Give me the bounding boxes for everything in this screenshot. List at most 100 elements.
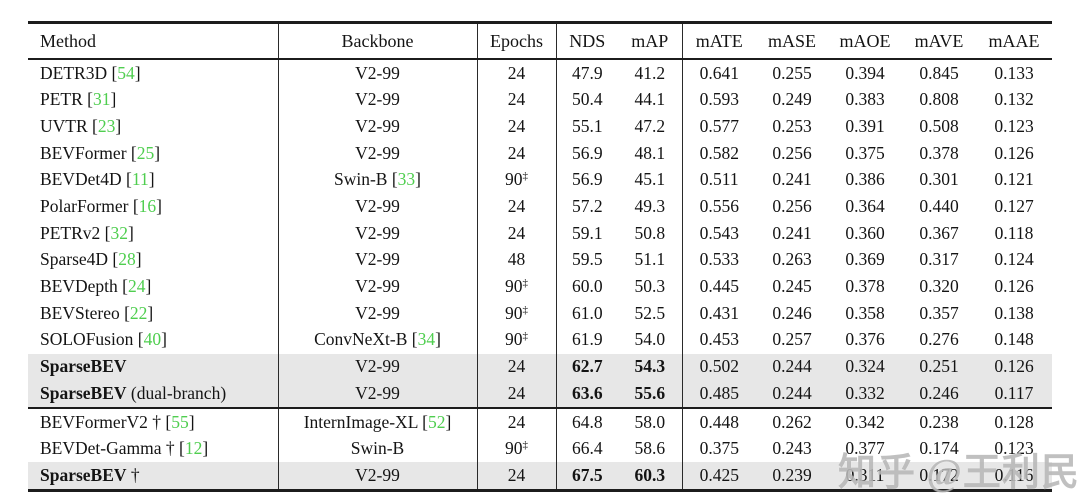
metric-cell-nds: 59.1: [571, 222, 603, 243]
epochs-cell: 24: [477, 380, 557, 408]
epochs-cell: 24: [477, 86, 557, 114]
metric-cell-mase: 0.255: [772, 62, 812, 83]
table-row: BEVFormer [25] V2-99 24 56.9 48.1 0.582 0.256 0…: [28, 140, 1052, 167]
citation-number: 31: [93, 89, 111, 110]
metric-cell-nds: 55.1: [571, 115, 603, 136]
metric-cell-maae: 0.127: [994, 196, 1034, 217]
table-row: BEVStereo [22] V2-99 90‡ 61.0 52.5 0.431 0.246…: [28, 300, 1052, 327]
metric-cell-mave: 0.808: [919, 89, 959, 110]
backbone-cell: V2-99: [278, 380, 478, 408]
metric-cell-maae: 0.126: [976, 353, 1052, 381]
citation-number: 40: [143, 329, 162, 350]
method-cell: UVTR [23]: [28, 113, 279, 141]
metric-cell-nds: 66.4: [571, 438, 603, 459]
metric-cell-map: 50.8: [618, 220, 683, 247]
metric-cell-mave: 0.246: [902, 380, 976, 408]
epochs-cell: 90‡: [477, 300, 557, 327]
metric-cell-maoe: 0.376: [845, 329, 885, 350]
metric-cell-mave: 0.174: [919, 438, 959, 459]
metric-cell-mate: 0.582: [699, 142, 739, 163]
epochs-cell: 24: [477, 462, 557, 491]
metric-cell-maoe: 0.360: [845, 222, 885, 243]
metric-cell-maae: 0.132: [994, 89, 1034, 110]
citation-number: 52: [427, 411, 446, 432]
metric-cell-nds: 60.0: [571, 276, 603, 297]
metric-cell-mave: 0.238: [902, 406, 976, 436]
metric-cell-maoe: 0.378: [845, 276, 885, 297]
method-cell: Sparse4D [28]: [28, 246, 279, 274]
method-cell: PETRv2 [32]: [28, 220, 279, 247]
metric-cell-nds: 56.9: [571, 142, 603, 163]
table-row: PETR [31] V2-99 24 50.4 44.1 0.593 0.249 0.383 0…: [28, 86, 1052, 114]
metric-cell-map: 54.0: [618, 326, 683, 354]
backbone-cell: V2-99: [278, 220, 478, 247]
metric-cell-maoe: 0.377: [845, 438, 885, 459]
epochs-cell: 24: [477, 193, 557, 221]
method-cell: DETR3D [54]: [28, 59, 279, 87]
table-row: BEVFormerV2 † [55] InternImage-XL [52] 24 6…: [28, 406, 1052, 436]
citation-number: 54: [117, 62, 135, 83]
metric-cell-maoe: 0.375: [845, 142, 885, 163]
backbone-cell: V2-99: [278, 140, 478, 167]
metric-cell-maoe: 0.383: [845, 89, 885, 110]
method-cell: SparseBEV (dual-branch): [28, 380, 279, 408]
metric-cell-mase: 0.244: [756, 353, 828, 381]
metric-cell-maae: 0.123: [994, 115, 1034, 136]
epochs-cell: 90‡: [477, 166, 557, 194]
metric-cell-maae: 0.128: [976, 406, 1052, 436]
metric-cell-map: 45.1: [618, 166, 683, 194]
citation-number: 23: [97, 115, 116, 136]
table-row: BEVDepth [24] V2-99 90‡ 60.0 50.3 0.445 0.245 0…: [28, 273, 1052, 301]
metric-cell-map: 54.3: [618, 353, 683, 381]
metric-cell-mate: 0.543: [699, 222, 739, 243]
metric-cell-maoe: 0.394: [845, 62, 885, 83]
method-cell: BEVDet4D [11]: [28, 166, 279, 194]
table-row: SOLOFusion [40] ConvNeXt-B [34] 90‡ 61.9 54.…: [28, 326, 1052, 354]
metric-cell-maoe: 0.324: [828, 353, 902, 381]
metric-cell-mate: 0.431: [699, 302, 739, 323]
backbone-cell: V2-99: [278, 353, 478, 381]
column-header-epochs: Epochs: [477, 22, 557, 60]
table-row: PETRv2 [32] V2-99 24 59.1 50.8 0.543 0.241 0.36…: [28, 220, 1052, 247]
column-header-backbone: Backbone: [278, 22, 478, 60]
method-cell: SparseBEV †: [28, 462, 279, 491]
citation-number: 34: [417, 329, 436, 350]
backbone-cell: V2-99: [278, 59, 478, 87]
metric-cell-maoe: 0.364: [845, 196, 885, 217]
epochs-cell: 24: [477, 140, 557, 167]
metric-cell-map: 51.1: [618, 246, 683, 274]
epochs-cell: 24: [477, 406, 557, 436]
metric-cell-mase: 0.244: [756, 380, 828, 408]
metric-cell-mase: 0.239: [756, 462, 828, 491]
metric-cell-maae: 0.116: [976, 462, 1052, 491]
metric-cell-mate: 0.425: [682, 462, 756, 491]
metric-cell-mase: 0.246: [772, 302, 812, 323]
metric-cell-nds: 56.9: [571, 169, 603, 190]
header-row: Method Backbone Epochs NDS mAP mATE mASE mAOE mA…: [28, 22, 1052, 60]
metric-cell-maae: 0.117: [976, 380, 1052, 408]
metric-cell-nds: 62.7: [556, 353, 618, 381]
backbone-cell: V2-99: [278, 193, 478, 221]
metric-cell-mase: 0.241: [772, 222, 812, 243]
metric-cell-mave: 0.301: [919, 169, 959, 190]
metric-cell-mate: 0.533: [699, 249, 739, 270]
metric-cell-mase: 0.256: [772, 142, 812, 163]
method-cell: SparseBEV: [28, 353, 279, 381]
metric-cell-maoe: 0.358: [845, 302, 885, 323]
metric-cell-nds: 67.5: [556, 462, 618, 491]
metric-cell-mate: 0.511: [699, 169, 739, 190]
metric-cell-mase: 0.256: [772, 196, 812, 217]
metric-cell-map: 50.3: [618, 273, 683, 301]
epochs-cell: 24: [477, 113, 557, 141]
backbone-cell: V2-99: [278, 300, 478, 327]
method-cell: PETR [31]: [28, 86, 279, 114]
double-dagger-marker: ‡: [522, 439, 529, 452]
backbone-cell: V2-99: [278, 462, 478, 491]
citation-number: 24: [127, 276, 146, 297]
metric-cell-nds: 61.0: [571, 302, 603, 323]
epochs-cell: 48: [477, 246, 557, 274]
citation-number: 25: [136, 142, 155, 163]
metric-cell-mase: 0.262: [756, 406, 828, 436]
metric-cell-mave: 0.378: [919, 142, 959, 163]
